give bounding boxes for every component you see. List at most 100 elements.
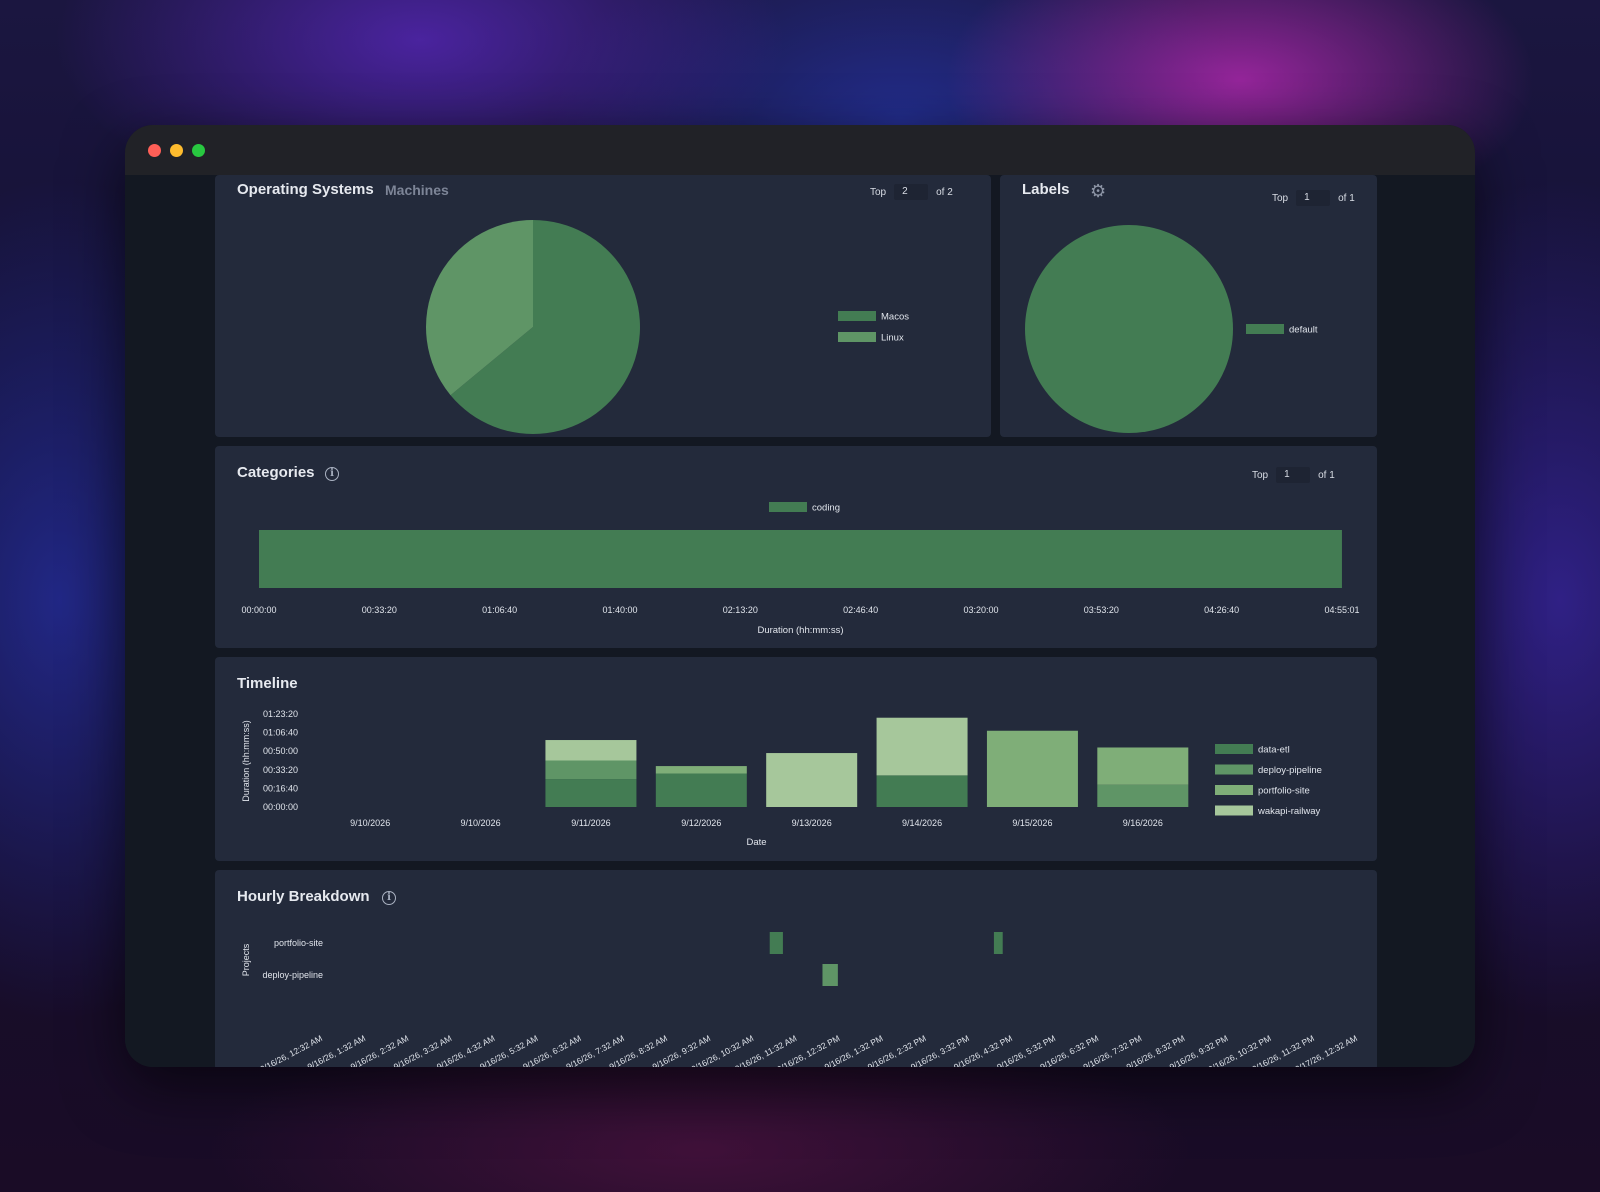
labels-panel: Labels ⚙ Top 1 of 1 default <box>1000 175 1377 437</box>
timeline-y-tick: 00:00:00 <box>263 802 298 812</box>
os-legend-swatch <box>838 311 876 321</box>
timeline-bar-data-etl[interactable] <box>876 775 968 807</box>
labels-top-input[interactable]: 1 <box>1296 190 1331 206</box>
timeline-x-tick: 9/12/2026 <box>681 818 721 828</box>
categories-x-tick: 01:06:40 <box>482 605 517 615</box>
categories-of-label: of 1 <box>1318 469 1335 481</box>
info-icon[interactable]: i <box>325 467 339 481</box>
labels-of-label: of 1 <box>1338 192 1355 204</box>
timeline-legend-label: portfolio-site <box>1258 786 1310 797</box>
timeline-y-tick: 00:16:40 <box>263 783 298 793</box>
timeline-legend-swatch <box>1215 744 1253 754</box>
timeline-x-tick: 9/10/2026 <box>350 818 390 828</box>
timeline-y-tick: 01:06:40 <box>263 728 298 738</box>
hourly-segment-deploy-pipeline[interactable] <box>822 964 838 986</box>
timeline-bar-portfolio-site[interactable] <box>986 730 1078 807</box>
hourly-timeline-chart: Projectsportfolio-sitedeploy-pipeline9/1… <box>241 932 1359 1067</box>
timeline-legend-swatch <box>1215 805 1253 816</box>
app-window: Operating Systems Machines Top 2 of 2 Ma… <box>125 125 1475 1067</box>
os-legend-swatch <box>838 332 876 342</box>
timeline-bar-deploy-pipeline[interactable] <box>545 760 637 780</box>
close-dot[interactable] <box>148 144 161 157</box>
timeline-y-axis-label: Duration (hh:mm:ss) <box>241 720 251 802</box>
labels-top-control: Top 1 of 1 <box>1272 190 1355 206</box>
timeline-legend-swatch <box>1215 785 1253 795</box>
timeline-panel: Timeline 00:00:00 00:16:40 00:33:20 00:50:0… <box>215 657 1377 861</box>
timeline-legend-label: wakapi-railway <box>1257 806 1321 817</box>
categories-top-label: Top <box>1252 469 1269 481</box>
categories-panel: Categories i Top 1 of 1 coding 00:00:00 00… <box>215 446 1377 648</box>
hourly-row-label: portfolio-site <box>274 938 323 948</box>
categories-top-input[interactable]: 1 <box>1276 467 1311 483</box>
timeline-bar-portfolio-site[interactable] <box>1097 747 1189 785</box>
timeline-y-tick: 00:33:20 <box>263 765 298 775</box>
categories-legend-swatch <box>769 502 807 512</box>
labels-legend-swatch <box>1246 324 1284 334</box>
timeline-legend-swatch <box>1215 764 1253 775</box>
categories-bar-coding[interactable] <box>259 530 1342 588</box>
timeline-bar-wakapi-railway[interactable] <box>545 740 637 761</box>
timeline-x-tick: 9/15/2026 <box>1012 818 1052 828</box>
categories-x-tick: 04:55:01 <box>1324 605 1359 615</box>
hourly-segment-portfolio-site[interactable] <box>993 932 1003 954</box>
hourly-row-label: deploy-pipeline <box>262 970 323 980</box>
categories-x-tick: 01:40:00 <box>602 605 637 615</box>
labels-legend-label: default <box>1289 325 1318 336</box>
categories-x-tick: 02:46:40 <box>843 605 878 615</box>
hourly-segment-portfolio-site[interactable] <box>769 932 783 954</box>
timeline-legend-label: deploy-pipeline <box>1258 765 1322 776</box>
os-top-control: Top 2 of 2 <box>870 184 953 200</box>
timeline-bar-data-etl[interactable] <box>655 773 747 807</box>
categories-x-tick: 00:33:20 <box>362 605 397 615</box>
labels-pie-chart: default <box>1025 225 1318 433</box>
os-pie-chart: Macos Linux <box>426 220 909 434</box>
timeline-bar-data-etl[interactable] <box>545 779 637 807</box>
hourly-panel-title: Hourly Breakdown <box>237 888 370 905</box>
os-panel-subtitle-tab[interactable]: Machines <box>385 182 449 198</box>
hourly-panel: Hourly Breakdown i Projects portfolio-sit… <box>215 870 1377 1067</box>
timeline-bar-portfolio-site[interactable] <box>655 766 747 774</box>
categories-panel-title: Categories <box>237 464 315 481</box>
labels-top-label: Top <box>1272 192 1289 204</box>
os-panel-title: Operating Systems <box>237 181 374 198</box>
categories-x-tick: 03:20:00 <box>963 605 998 615</box>
timeline-x-tick: 9/16/2026 <box>1123 818 1163 828</box>
timeline-y-tick: 01:23:20 <box>263 709 298 719</box>
timeline-x-tick: 9/10/2026 <box>461 818 501 828</box>
timeline-bar-deploy-pipeline[interactable] <box>1097 784 1189 807</box>
categories-x-axis-label: Duration (hh:mm:ss) <box>757 625 843 636</box>
os-panel: Operating Systems Machines Top 2 of 2 Ma… <box>215 175 991 437</box>
labels-slice-default[interactable] <box>1025 225 1233 433</box>
categories-x-tick: 00:00:00 <box>241 605 276 615</box>
window-titlebar <box>125 125 1475 175</box>
categories-x-tick: 03:53:20 <box>1084 605 1119 615</box>
timeline-x-tick: 9/11/2026 <box>571 818 610 828</box>
info-icon[interactable]: i <box>382 891 396 905</box>
os-top-label: Top <box>870 186 887 198</box>
os-slice-linux[interactable] <box>426 220 533 396</box>
categories-top-control: Top 1 of 1 <box>1252 467 1335 483</box>
timeline-x-tick: 9/13/2026 <box>792 818 832 828</box>
dashboard-content: Operating Systems Machines Top 2 of 2 Ma… <box>125 175 1475 1067</box>
labels-panel-title: Labels <box>1022 181 1070 198</box>
timeline-bar-wakapi-railway[interactable] <box>876 717 968 776</box>
categories-x-tick: 04:26:40 <box>1204 605 1239 615</box>
os-top-input[interactable]: 2 <box>894 184 929 200</box>
os-of-label: of 2 <box>936 186 953 198</box>
categories-legend-label: coding <box>812 503 840 514</box>
categories-bar-chart: coding 00:00:00 00:33:20 01:06:40 01:40:00 02… <box>241 502 1360 636</box>
timeline-y-tick: 00:50:00 <box>263 746 298 756</box>
os-legend-label: Macos <box>881 312 909 323</box>
timeline-bar-chart: 00:00:00 00:16:40 00:33:20 00:50:00 01:06:40… <box>241 709 1322 848</box>
zoom-dot[interactable] <box>192 144 205 157</box>
hourly-y-axis-label: Projects <box>241 943 251 976</box>
timeline-legend-label: data-etl <box>1258 745 1290 756</box>
gear-icon[interactable]: ⚙ <box>1090 181 1107 201</box>
os-legend-label: Linux <box>881 333 904 344</box>
minimize-dot[interactable] <box>170 144 183 157</box>
timeline-x-tick: 9/14/2026 <box>902 818 942 828</box>
os-slice-macos[interactable] <box>450 220 640 434</box>
timeline-x-axis-label: Date <box>746 837 766 848</box>
timeline-bar-wakapi-railway[interactable] <box>766 753 858 807</box>
categories-x-tick: 02:13:20 <box>723 605 758 615</box>
